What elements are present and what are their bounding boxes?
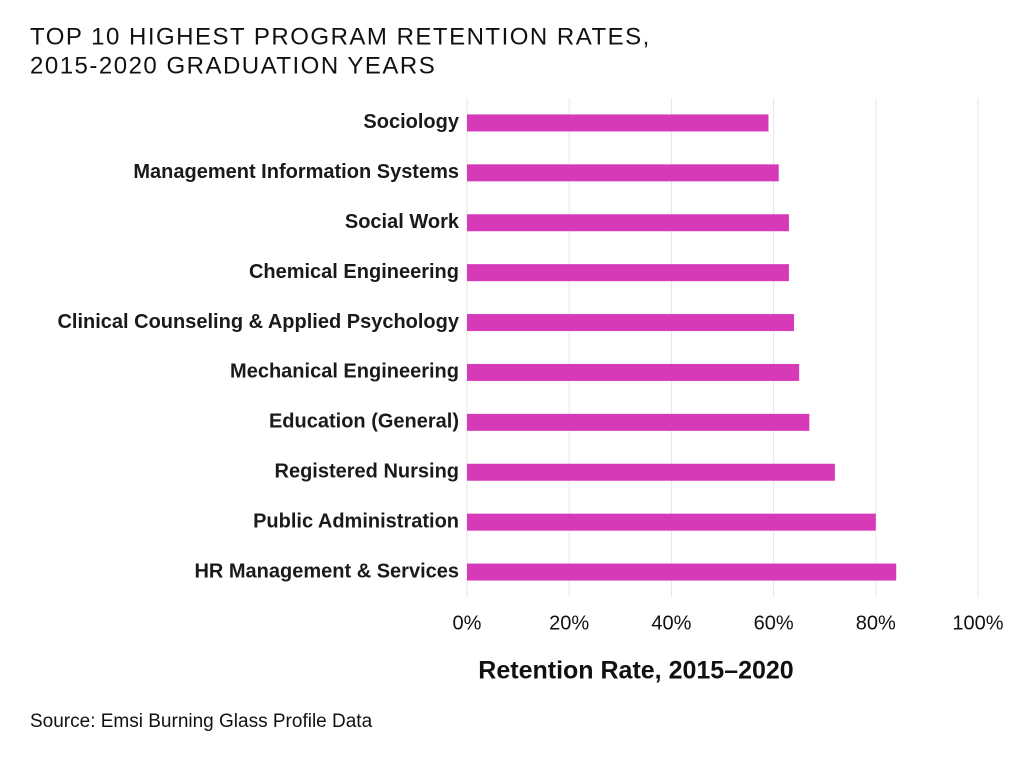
y-tick-label: Public Administration	[253, 510, 459, 532]
y-tick-label: Management Information Systems	[133, 161, 459, 183]
x-tick-label: 80%	[856, 612, 896, 634]
y-tick-label: HR Management & Services	[194, 560, 459, 582]
y-tick-label: Mechanical Engineering	[230, 361, 459, 383]
bar	[467, 513, 876, 531]
y-tick-label: Chemical Engineering	[249, 261, 459, 283]
y-tick-label: Social Work	[345, 211, 460, 233]
x-tick-label: 20%	[549, 612, 589, 634]
y-tick-label: Sociology	[363, 111, 459, 133]
bar	[467, 114, 769, 132]
x-tick-label: 0%	[453, 612, 482, 634]
x-tick-label: 100%	[952, 612, 1003, 634]
bar	[467, 413, 810, 431]
bar	[467, 164, 779, 182]
source-note: Source: Emsi Burning Glass Profile Data	[30, 711, 373, 732]
x-tick-label: 40%	[651, 612, 691, 634]
y-tick-label: Education (General)	[269, 411, 459, 433]
x-tick-label: 60%	[754, 612, 794, 634]
x-axis-label: Retention Rate, 2015–2020	[478, 657, 793, 685]
chart-title: 2015-2020 GRADUATION YEARS	[30, 52, 436, 79]
chart-title: TOP 10 HIGHEST PROGRAM RETENTION RATES,	[30, 23, 651, 50]
bar	[467, 563, 897, 581]
bar	[467, 363, 800, 381]
bar	[467, 314, 795, 332]
bar	[467, 463, 835, 481]
bar	[467, 214, 789, 232]
y-tick-label: Registered Nursing	[275, 461, 459, 483]
y-tick-label: Clinical Counseling & Applied Psychology	[57, 311, 459, 333]
bar	[467, 264, 789, 282]
